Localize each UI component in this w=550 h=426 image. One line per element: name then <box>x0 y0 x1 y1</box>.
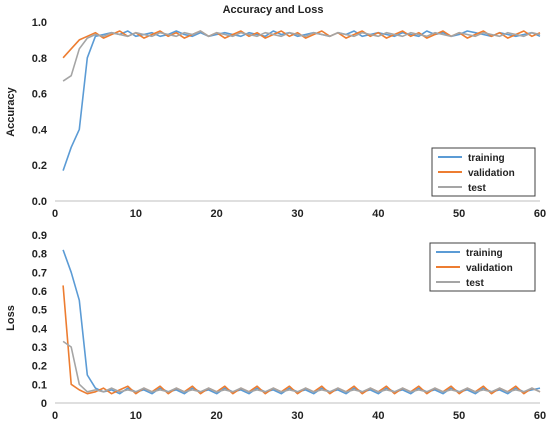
loss-x-tick-label: 10 <box>130 410 142 422</box>
loss-legend-label-validation: validation <box>466 263 513 274</box>
accuracy-y-tick-label: 0.4 <box>32 124 48 136</box>
accuracy-x-tick-label: 10 <box>130 208 142 220</box>
loss-x-tick-label: 40 <box>372 410 384 422</box>
accuracy-x-tick-label: 30 <box>291 208 303 220</box>
accuracy-y-tick-label: 0.2 <box>32 160 47 172</box>
loss-y-tick-label: 0.1 <box>32 379 47 391</box>
loss-y-tick-label: 0.8 <box>32 249 47 261</box>
accuracy-legend-label-test: test <box>468 183 486 194</box>
loss-y-tick-label: 0.7 <box>32 267 47 279</box>
accuracy-y-tick-label: 0.0 <box>32 196 47 208</box>
accuracy-y-tick-label: 1.0 <box>32 17 47 29</box>
loss-x-tick-label: 20 <box>211 410 223 422</box>
accuracy-legend-label-training: training <box>468 153 505 164</box>
accuracy-series-line-test <box>62 30 541 82</box>
loss-y-tick-label: 0.2 <box>32 361 47 373</box>
loss-x-tick-label: 0 <box>52 410 58 422</box>
chart-title: Accuracy and Loss <box>223 4 324 16</box>
accuracy-y-axis-label: Accuracy <box>5 86 17 136</box>
loss-x-tick-label: 50 <box>453 410 465 422</box>
loss-y-tick-label: 0.3 <box>32 342 47 354</box>
loss-y-tick-label: 0.4 <box>32 323 48 335</box>
loss-y-axis-label: Loss <box>5 305 17 331</box>
accuracy-x-tick-label: 0 <box>52 208 58 220</box>
loss-y-tick-label: 0.5 <box>32 305 47 317</box>
accuracy-x-tick-label: 60 <box>534 208 546 220</box>
accuracy-y-tick-label: 0.8 <box>32 53 47 65</box>
loss-x-tick-label: 60 <box>534 410 546 422</box>
loss-series-line-test <box>62 340 541 393</box>
accuracy-x-tick-label: 20 <box>211 208 223 220</box>
accuracy-x-tick-label: 40 <box>372 208 384 220</box>
loss-legend-label-test: test <box>466 278 484 289</box>
loss-legend-label-training: training <box>466 248 503 259</box>
loss-y-tick-label: 0.9 <box>32 230 47 242</box>
loss-x-tick-label: 30 <box>291 410 303 422</box>
loss-series-line-validation <box>62 285 541 395</box>
accuracy-x-tick-label: 50 <box>453 208 465 220</box>
loss-y-tick-label: 0 <box>41 398 47 410</box>
accuracy-legend-label-validation: validation <box>468 168 515 179</box>
loss-y-tick-label: 0.6 <box>32 286 47 298</box>
accuracy-y-tick-label: 0.6 <box>32 89 47 101</box>
